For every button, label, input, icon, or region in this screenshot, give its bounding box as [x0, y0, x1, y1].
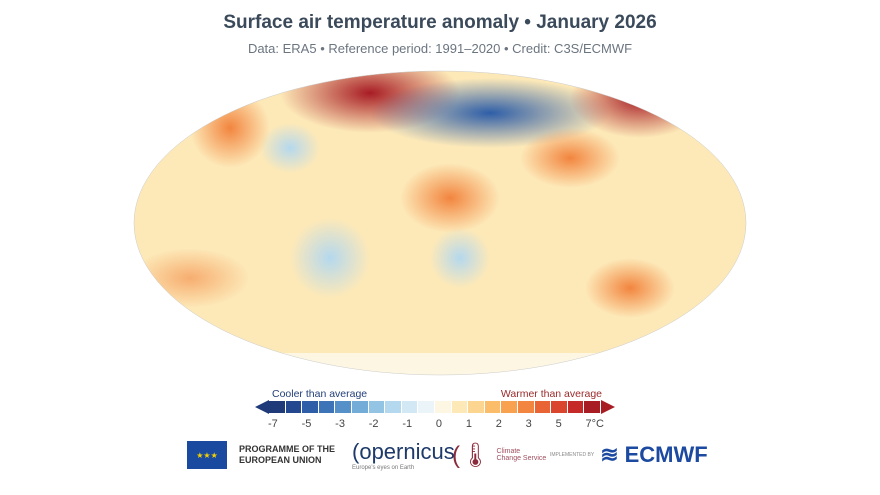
colorbar-segment — [318, 401, 335, 413]
colorbar-segment — [401, 401, 418, 413]
colorbar-segment — [368, 401, 385, 413]
colorbar-tick-label: -7 — [268, 418, 278, 430]
eu-programme-text: PROGRAMME OF THE EUROPEAN UNION — [239, 444, 335, 465]
colorbar-segment — [501, 401, 517, 413]
ecmwf-symbol-icon: ≋ — [600, 442, 619, 467]
colorbar-tick-label: 3 — [525, 418, 532, 430]
cooler-label: Cooler than average — [272, 388, 368, 400]
colorbar-tick-label: 2 — [495, 418, 502, 430]
warmer-label: Warmer than average — [500, 388, 602, 400]
colorbar-segment — [484, 401, 501, 413]
world-anomaly-map — [133, 70, 747, 376]
colorbar-segment — [385, 401, 401, 413]
colorbar-tick-label: -5 — [301, 418, 312, 430]
colorbar-tick-label: 7°C — [585, 418, 604, 430]
colorbar-tick-label: 5 — [555, 418, 562, 430]
colorbar-segment — [418, 401, 434, 413]
colorbar — [255, 400, 615, 414]
colorbar-tick-label: 1 — [465, 418, 472, 430]
copernicus-text: opernicus — [359, 439, 455, 464]
colorbar-min-arrow — [255, 400, 269, 414]
eu-flag-icon: ★★★ — [187, 441, 227, 469]
colorbar-tick-label: -3 — [335, 418, 345, 430]
colorbar-segment — [434, 401, 451, 413]
ecmwf-logo: IMPLEMENTED BY ≋ ECMWF — [550, 440, 708, 470]
colorbar-segment — [335, 401, 351, 413]
copernicus-tagline: Europe's eyes on Earth — [352, 465, 415, 471]
colorbar-segment — [269, 401, 285, 413]
c3s-logo: (🌡 Climate Change Service — [452, 440, 546, 470]
colorbar-segment — [551, 401, 567, 413]
colorbar-segment — [285, 401, 302, 413]
ecmwf-text: ECMWF — [624, 442, 708, 467]
eu-logo: ★★★ PROGRAMME OF THE EUROPEAN UNION — [187, 440, 349, 470]
colorbar-segment — [534, 401, 551, 413]
colorbar-max-arrow — [601, 400, 615, 414]
colorbar-tick-label: 0 — [435, 418, 443, 430]
implemented-by-text: IMPLEMENTED BY — [550, 452, 595, 458]
colorbar-segment — [302, 401, 318, 413]
colorbar-segment — [567, 401, 584, 413]
colorbar-segment — [517, 401, 534, 413]
copernicus-logo: (opernicus Europe's eyes on Earth — [352, 439, 455, 471]
map-title: Surface air temperature anomaly • Januar… — [223, 12, 657, 33]
colorbar-segment — [451, 401, 468, 413]
map-subtitle: Data: ERA5 • Reference period: 1991–2020… — [247, 41, 633, 56]
colorbar-ticks: -7 -5 -3 -2 -1 0 1 2 3 5 7°C — [268, 418, 604, 430]
colorbar-tick-label: -1 — [402, 418, 413, 430]
colorbar-segment — [468, 401, 484, 413]
thermometer-icon: (🌡 — [452, 441, 491, 469]
colorbar-tick-label: -2 — [368, 418, 379, 430]
c3s-text: Climate Change Service — [496, 448, 547, 462]
colorbar-segment — [351, 401, 368, 413]
colorbar-segment — [584, 401, 600, 413]
